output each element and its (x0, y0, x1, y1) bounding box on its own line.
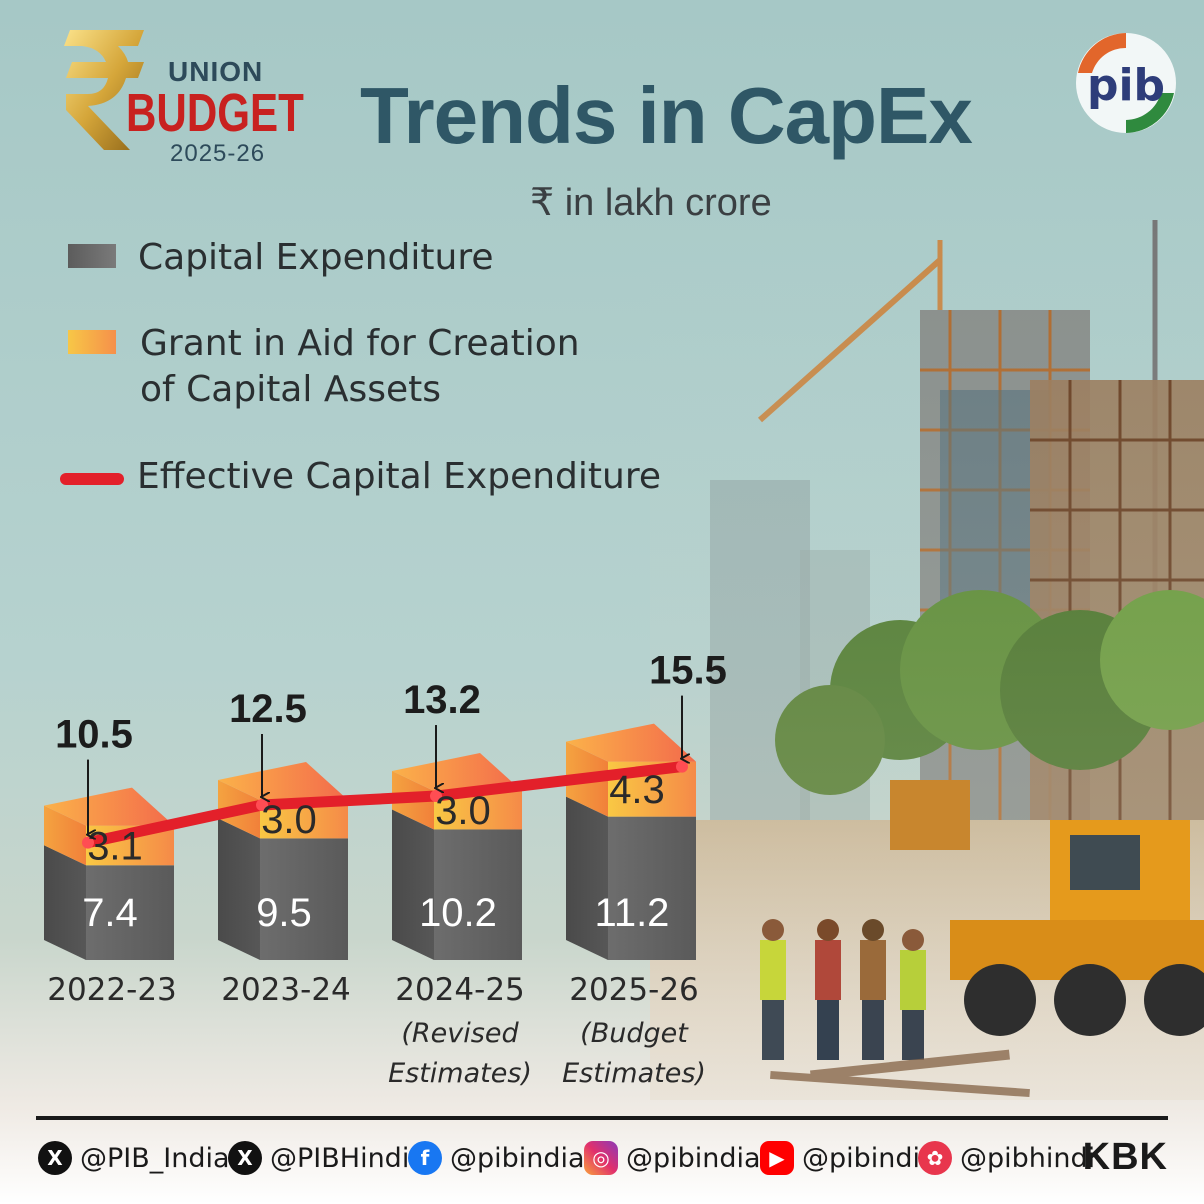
effective-capex-point (430, 790, 442, 803)
instagram-icon: ◎ (584, 1141, 618, 1175)
category-label: 2024-25 (395, 972, 525, 1008)
capex-bar-side (392, 809, 434, 960)
footer: X @PIB_India X @PIBHindi f @pibindia ◎ @… (36, 1136, 1168, 1180)
x-icon: X (38, 1141, 72, 1175)
social-koo[interactable]: ✿ @pibhindi (918, 1136, 1095, 1180)
category-note: Estimates) (562, 1058, 706, 1089)
capex-value-label: 9.5 (256, 891, 312, 935)
facebook-icon: f (408, 1141, 442, 1175)
capex-bar-side (44, 845, 86, 960)
x-icon: X (228, 1141, 262, 1175)
grant-value-label: 4.3 (609, 768, 665, 812)
capex-bar (434, 829, 522, 960)
kbk-tag: KBK (1082, 1136, 1168, 1178)
pib-logo: pib (1066, 28, 1186, 138)
legend-capex-label: Capital Expenditure (138, 237, 494, 278)
social-x-pib-hindi[interactable]: X @PIBHindi (228, 1136, 409, 1180)
category-note: Estimates) (388, 1058, 532, 1089)
category-note: (Revised (401, 1018, 519, 1049)
social-handle: @pibindia (626, 1142, 761, 1174)
effective-value-label: 10.5 (55, 713, 133, 757)
legend-effective-label: Effective Capital Expenditure (137, 456, 661, 497)
construction-scene-illustration (650, 220, 1204, 1100)
koo-icon: ✿ (918, 1141, 952, 1175)
legend-grant-line2: of Capital Assets (140, 369, 441, 410)
footer-divider (36, 1116, 1168, 1120)
legend-grant-line1: Grant in Aid for Creation (140, 323, 580, 364)
bar-top-face (44, 787, 174, 826)
grant-value-label: 3.0 (261, 798, 317, 842)
grant-value-label: 3.0 (435, 789, 491, 833)
effective-line-layer (82, 760, 688, 849)
effective-capex-line (82, 761, 688, 849)
effective-capex-point (676, 760, 688, 773)
social-youtube[interactable]: ▶ @pibindia (760, 1136, 937, 1180)
youtube-icon: ▶ (760, 1141, 794, 1175)
page-title: Trends in CapEx (360, 71, 973, 160)
category-label: 2025-26 (569, 972, 699, 1008)
pib-emblem-icon: pib (1076, 33, 1176, 133)
social-handle: @pibhindi (960, 1142, 1096, 1174)
capex-chart: 7.4 3.1 2022-23 10.5 9.5 3.0 2023-24 12.5 10.2 3.… (44, 649, 727, 1089)
social-facebook[interactable]: f @pibindia (408, 1136, 585, 1180)
social-x-pib-india[interactable]: X @PIB_India (38, 1136, 230, 1180)
logo-budget-text: BUDGET (126, 83, 304, 143)
social-handle: @PIBHindi (270, 1142, 410, 1174)
capex-bar-side (566, 796, 608, 960)
category-note: (Budget (580, 1018, 689, 1049)
bar-top-face (566, 723, 696, 762)
union-budget-logo: UNION BUDGET 2025-26 (60, 26, 304, 167)
capex-value-label: 11.2 (595, 891, 670, 935)
capex-value-label: 10.2 (419, 891, 497, 935)
grant-bar-side (44, 805, 86, 866)
unit-label: ₹ in lakh crore (530, 182, 772, 224)
social-handle: @pibindia (450, 1142, 585, 1174)
legend-effective-swatch (60, 473, 124, 485)
capex-bar (608, 816, 696, 960)
labels-layer: 7.4 3.1 2022-23 10.5 9.5 3.0 2023-24 12.5 10.2 3.… (47, 649, 727, 1089)
effective-value-label: 15.5 (649, 649, 727, 693)
capex-bar (86, 865, 174, 960)
social-instagram[interactable]: ◎ @pibindia (584, 1136, 761, 1180)
pib-logo-text: pib (1087, 60, 1165, 111)
social-handle: @PIB_India (80, 1142, 230, 1174)
effective-capex-point (256, 799, 268, 811)
social-handle: @pibindia (802, 1142, 937, 1174)
legend-grant-swatch (68, 330, 116, 354)
bar-top-face (218, 762, 348, 800)
rupee-symbol-icon (64, 30, 144, 150)
grant-value-label: 3.1 (87, 824, 143, 868)
logo-year-text: 2025-26 (170, 140, 266, 167)
logo-union-text: UNION (168, 56, 264, 87)
effective-value-label: 13.2 (403, 678, 481, 722)
bar-top-face (392, 753, 522, 792)
legend-grant-label: Grant in Aid for Creation of Capital Ass… (140, 321, 620, 413)
category-label: 2022-23 (47, 972, 177, 1008)
effective-value-label: 12.5 (229, 687, 307, 731)
capex-bar-side (218, 818, 260, 960)
category-label: 2023-24 (221, 972, 351, 1008)
legend-capex-swatch (68, 244, 116, 268)
capex-bar (260, 838, 348, 960)
capex-value-label: 7.4 (82, 891, 138, 935)
